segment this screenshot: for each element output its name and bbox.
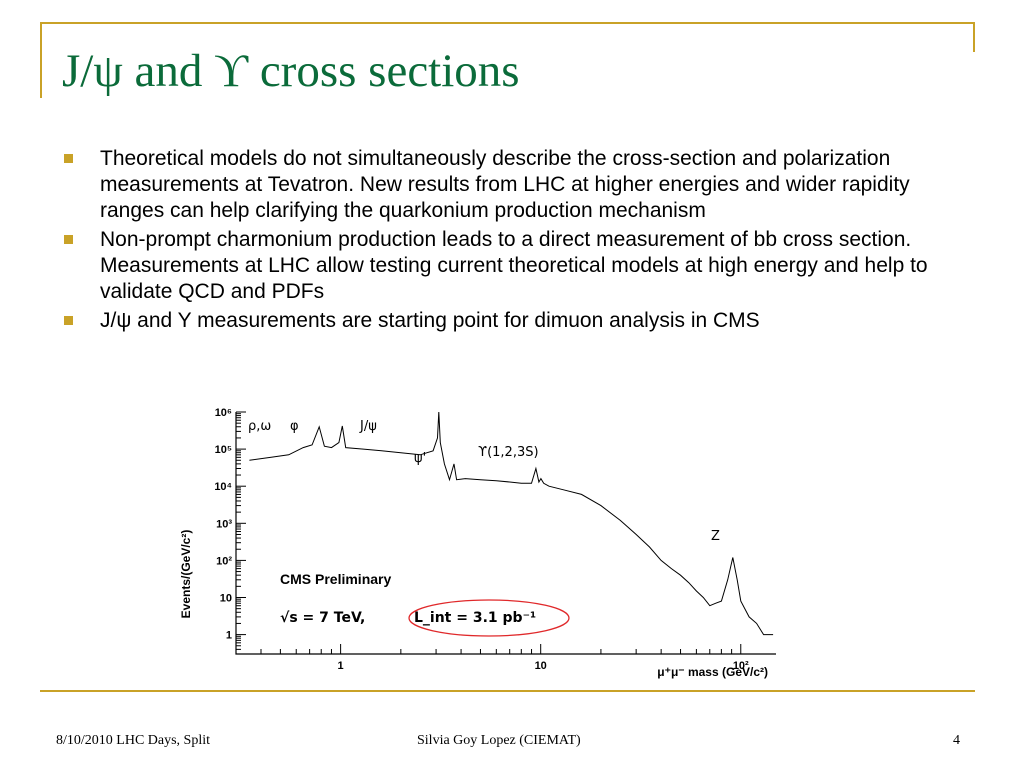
frame-right-tick bbox=[973, 22, 975, 52]
bullet-square-icon bbox=[64, 235, 73, 244]
frame-top-line bbox=[40, 22, 975, 24]
y-tick-label: 10⁶ bbox=[215, 407, 232, 419]
y-tick-label: 10² bbox=[216, 555, 232, 567]
footer-author: Silvia Goy Lopez (CIEMAT) bbox=[417, 733, 581, 748]
slide-title: J/ψ and ϒ cross sections bbox=[62, 45, 520, 97]
peak-label-jpsi: J/ψ bbox=[359, 419, 377, 434]
legend-sqrt-s: √s = 7 TeV, bbox=[280, 610, 365, 626]
peak-label-phi: φ bbox=[290, 419, 299, 434]
bullet-square-icon bbox=[64, 316, 73, 325]
bullet-text: Theoretical models do not simultaneously… bbox=[100, 147, 910, 222]
bullet-square-icon bbox=[64, 154, 73, 163]
bullet-list: Theoretical models do not simultaneously… bbox=[62, 146, 962, 337]
dimuon-mass-plot: Events/(GeV/c²) 10⁶ 10⁵ 10⁴ 10³ 10² 10 1… bbox=[179, 407, 776, 679]
y-tick-label: 10³ bbox=[216, 518, 232, 530]
y-tick-label: 10⁵ bbox=[215, 444, 232, 456]
bullet-item: J/ψ and Y measurements are starting poin… bbox=[62, 308, 962, 334]
y-tick-label: 10 bbox=[220, 593, 232, 605]
bullet-item: Theoretical models do not simultaneously… bbox=[62, 146, 962, 224]
y-tick-label: 10⁴ bbox=[214, 481, 232, 493]
bullet-text: J/ψ and Y measurements are starting poin… bbox=[100, 309, 760, 332]
bullet-item: Non-prompt charmonium production leads t… bbox=[62, 227, 962, 305]
mass-spectrum-line bbox=[249, 411, 774, 636]
x-tick-label: 10² bbox=[733, 660, 749, 672]
x-axis-label: μ⁺μ⁻ mass (GeV/c²) bbox=[657, 665, 768, 679]
peak-label-psi-prime: ψ' bbox=[414, 451, 426, 466]
y-axis-label: Events/(GeV/c²) bbox=[179, 530, 193, 619]
footer-divider bbox=[40, 690, 975, 692]
x-axis-ticks bbox=[235, 644, 742, 654]
peak-label-rho-omega: ρ,ω bbox=[248, 419, 271, 434]
peak-label-upsilon: ϒ(1,2,3S) bbox=[478, 445, 539, 460]
frame-left-line bbox=[40, 22, 42, 98]
x-tick-label: 1 bbox=[338, 660, 344, 672]
legend-luminosity: L_int = 3.1 pb⁻¹ bbox=[414, 610, 536, 626]
y-axis-ticks bbox=[236, 411, 246, 655]
bullet-text: Non-prompt charmonium production leads t… bbox=[100, 228, 928, 303]
luminosity-highlight-ellipse bbox=[408, 599, 570, 637]
legend-experiment: CMS Preliminary bbox=[280, 571, 391, 587]
x-tick-label: 10 bbox=[535, 660, 547, 672]
footer-date-event: 8/10/2010 LHC Days, Split bbox=[56, 733, 211, 748]
y-tick-label: 1 bbox=[226, 630, 232, 642]
slide-number: 4 bbox=[953, 733, 960, 748]
peak-label-z: Z bbox=[711, 529, 720, 544]
